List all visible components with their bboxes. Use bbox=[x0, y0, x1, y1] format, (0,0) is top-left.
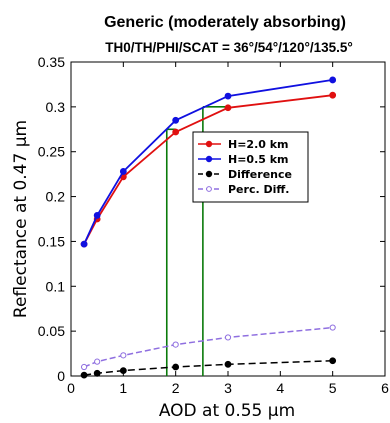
data-point bbox=[224, 360, 232, 368]
data-point bbox=[119, 168, 127, 175]
data-point bbox=[93, 212, 101, 219]
x-tick-label: 4 bbox=[276, 380, 284, 396]
data-point bbox=[120, 352, 127, 359]
data-point bbox=[80, 363, 88, 371]
data-point bbox=[172, 363, 180, 371]
y-tick-label: 0.35 bbox=[38, 54, 65, 70]
legend: H=2.0 km H=0.5 km Difference Perc. Diff. bbox=[192, 131, 309, 203]
data-point bbox=[119, 367, 127, 375]
data-point bbox=[329, 76, 337, 84]
legend-label: Difference bbox=[228, 168, 292, 181]
data-point bbox=[80, 240, 88, 248]
x-tick-label: 6 bbox=[381, 380, 389, 396]
x-tick-label: 1 bbox=[119, 380, 127, 396]
x-axis-label: AOD at 0.55 µm bbox=[159, 401, 295, 421]
data-point bbox=[224, 334, 232, 341]
series-line bbox=[83, 79, 333, 245]
data-point bbox=[172, 116, 180, 124]
x-tick-label: 3 bbox=[224, 380, 232, 396]
y-tick-label: 0.05 bbox=[38, 323, 65, 339]
series-line bbox=[83, 94, 333, 245]
data-point bbox=[94, 358, 101, 365]
chart-subtitle: TH0/TH/PHI/SCAT = 36°/54°/120°/135.5° bbox=[105, 40, 353, 55]
y-tick-label: 0.2 bbox=[46, 189, 66, 205]
y-tick-label: 0 bbox=[57, 368, 65, 384]
legend-label: H=0.5 km bbox=[228, 153, 289, 166]
x-tick-label: 5 bbox=[329, 380, 337, 396]
data-point bbox=[172, 128, 180, 136]
data-point bbox=[329, 357, 337, 365]
legend-marker bbox=[205, 170, 213, 178]
y-axis-label: Reflectance at 0.47 µm bbox=[11, 120, 31, 318]
x-tick-label: 0 bbox=[67, 380, 75, 396]
legend-marker bbox=[205, 140, 213, 148]
legend-marker bbox=[206, 186, 212, 192]
chart-title: Generic (moderately absorbing) bbox=[104, 14, 346, 31]
legend-label: Perc. Diff. bbox=[228, 183, 289, 196]
data-point bbox=[329, 324, 336, 331]
x-tick-label: 2 bbox=[172, 380, 180, 396]
plot-area: 0 1 2 3 4 5 6 0 0.05 0.1 0.15 0.2 0.25 0.3 0.35 bbox=[38, 54, 389, 396]
data-point bbox=[224, 92, 232, 100]
data-point bbox=[224, 104, 232, 112]
data-point bbox=[329, 91, 337, 99]
data-point bbox=[172, 341, 179, 348]
series-line bbox=[83, 326, 333, 368]
legend-label: H=2.0 km bbox=[228, 138, 289, 151]
data-point bbox=[93, 369, 101, 377]
y-tick-label: 0.25 bbox=[38, 144, 65, 160]
y-tick-label: 0.1 bbox=[46, 278, 66, 294]
data-point bbox=[80, 371, 88, 379]
y-tick-label: 0.15 bbox=[38, 233, 65, 249]
y-tick-label: 0.3 bbox=[46, 99, 66, 115]
legend-marker bbox=[205, 155, 213, 163]
